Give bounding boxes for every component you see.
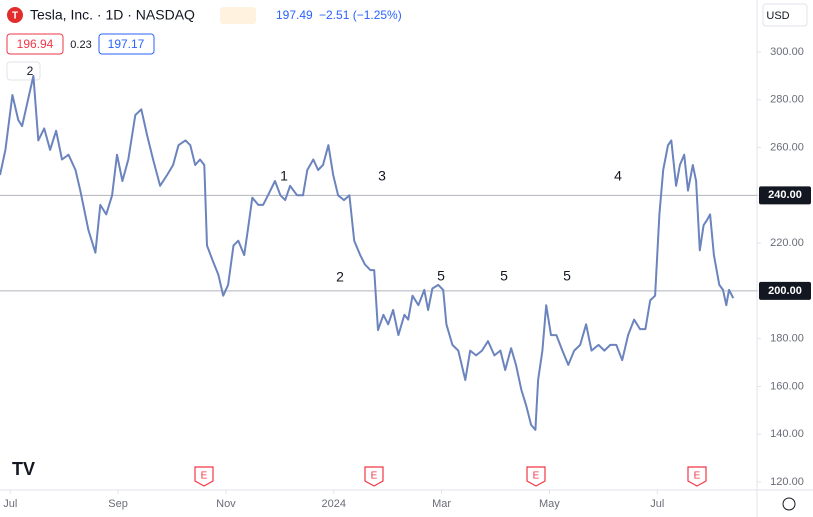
- x-tick-label: Sep: [108, 498, 128, 510]
- wave-label: 2: [336, 269, 344, 285]
- wave-label: 1: [280, 168, 288, 184]
- indicators-button[interactable]: [6, 61, 41, 81]
- currency: USD: [766, 10, 789, 22]
- wave-label: 5: [437, 268, 445, 284]
- settings-icon[interactable]: [782, 497, 796, 511]
- tv-logo: TV: [12, 459, 35, 479]
- y-tick-label: 120.00: [770, 476, 804, 488]
- wave-label: 5: [563, 268, 571, 284]
- level-label: 200.00: [768, 285, 802, 297]
- logo-t: T: [12, 11, 18, 22]
- x-tick-label: Jul: [650, 498, 664, 510]
- y-tick-label: 220.00: [770, 237, 804, 249]
- currency-button[interactable]: [762, 3, 808, 27]
- indicators-count: 2: [27, 64, 34, 78]
- earnings-marker: [687, 466, 707, 487]
- wave-label: 4: [614, 168, 622, 184]
- x-tick-label: Nov: [216, 498, 236, 510]
- level-box: [759, 281, 811, 300]
- x-tick-label: Jul: [3, 498, 17, 510]
- y-tick-label: 160.00: [770, 380, 804, 392]
- earnings-label: E: [533, 471, 540, 482]
- level-box: [759, 186, 811, 205]
- price-line: [0, 74, 735, 431]
- ask-box[interactable]: [98, 33, 155, 55]
- x-tick-label: Mar: [432, 498, 451, 510]
- y-tick-label: 300.00: [770, 46, 804, 58]
- spread: 0.23: [70, 39, 91, 51]
- bid: 196.94: [17, 37, 54, 51]
- wave-label: 3: [378, 168, 386, 184]
- chart-title: Tesla, Inc. · 1D · NASDAQ: [30, 7, 195, 23]
- y-tick-label: 260.00: [770, 141, 804, 153]
- earnings-marker: [526, 466, 546, 487]
- earnings-label: E: [201, 471, 208, 482]
- earnings-marker: [364, 466, 384, 487]
- earnings-marker: [194, 466, 214, 487]
- wave-label: 5: [500, 268, 508, 284]
- y-tick-label: 140.00: [770, 428, 804, 440]
- logo: [7, 7, 23, 23]
- earnings-label: E: [694, 471, 701, 482]
- y-tick-label: 280.00: [770, 94, 804, 106]
- y-tick-label: 180.00: [770, 333, 804, 345]
- bid-box[interactable]: [6, 33, 64, 55]
- change: −2.51 (−1.25%): [319, 8, 402, 22]
- x-tick-label: May: [539, 498, 560, 510]
- ask: 197.17: [108, 37, 145, 51]
- level-label: 240.00: [768, 189, 802, 201]
- session-icon[interactable]: [220, 7, 256, 24]
- price: 197.49: [276, 8, 313, 22]
- x-tick-label: 2024: [322, 498, 346, 510]
- earnings-label: E: [371, 471, 378, 482]
